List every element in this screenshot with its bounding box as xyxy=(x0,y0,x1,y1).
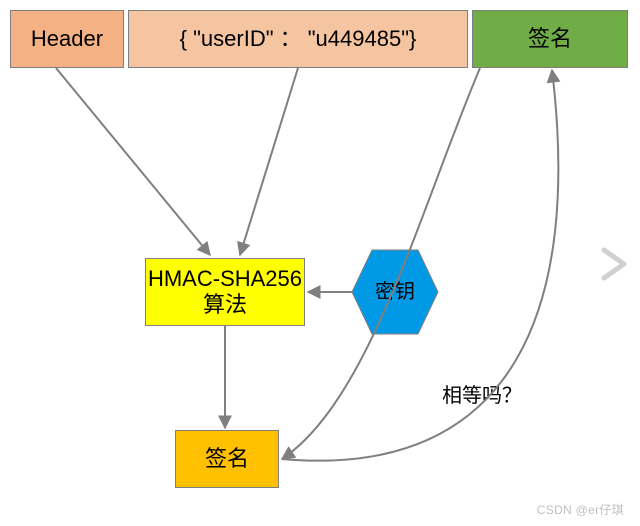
watermark-text-wrap: CSDN @er仔琪 xyxy=(537,501,624,518)
algorithm-box-label: HMAC-SHA256算法 xyxy=(146,266,304,319)
header-box: Header xyxy=(10,10,124,68)
equal-question-label-wrap: 相等吗？ xyxy=(442,382,562,410)
edge-header-to-algo xyxy=(56,68,210,255)
signature-bottom-box: 签名 xyxy=(175,430,279,488)
algorithm-box: HMAC-SHA256算法 xyxy=(145,258,305,326)
header-box-label: Header xyxy=(31,26,103,52)
signature-top-label: 签名 xyxy=(528,26,572,52)
payload-box: { "userID" ： "u449485"} xyxy=(128,10,468,68)
payload-box-label: { "userID" ： "u449485"} xyxy=(180,26,417,52)
edge-payload-to-algo xyxy=(240,68,298,255)
key-hexagon-label-wrap: 密钥 xyxy=(350,248,440,336)
signature-top-box: 签名 xyxy=(472,10,628,68)
watermark-text: CSDN @er仔琪 xyxy=(537,503,624,517)
key-hexagon-label: 密钥 xyxy=(375,280,415,304)
edges-layer xyxy=(0,0,640,526)
chevron-right-icon xyxy=(598,246,634,282)
signature-bottom-label: 签名 xyxy=(205,446,249,472)
equal-question-label: 相等吗？ xyxy=(442,384,522,408)
